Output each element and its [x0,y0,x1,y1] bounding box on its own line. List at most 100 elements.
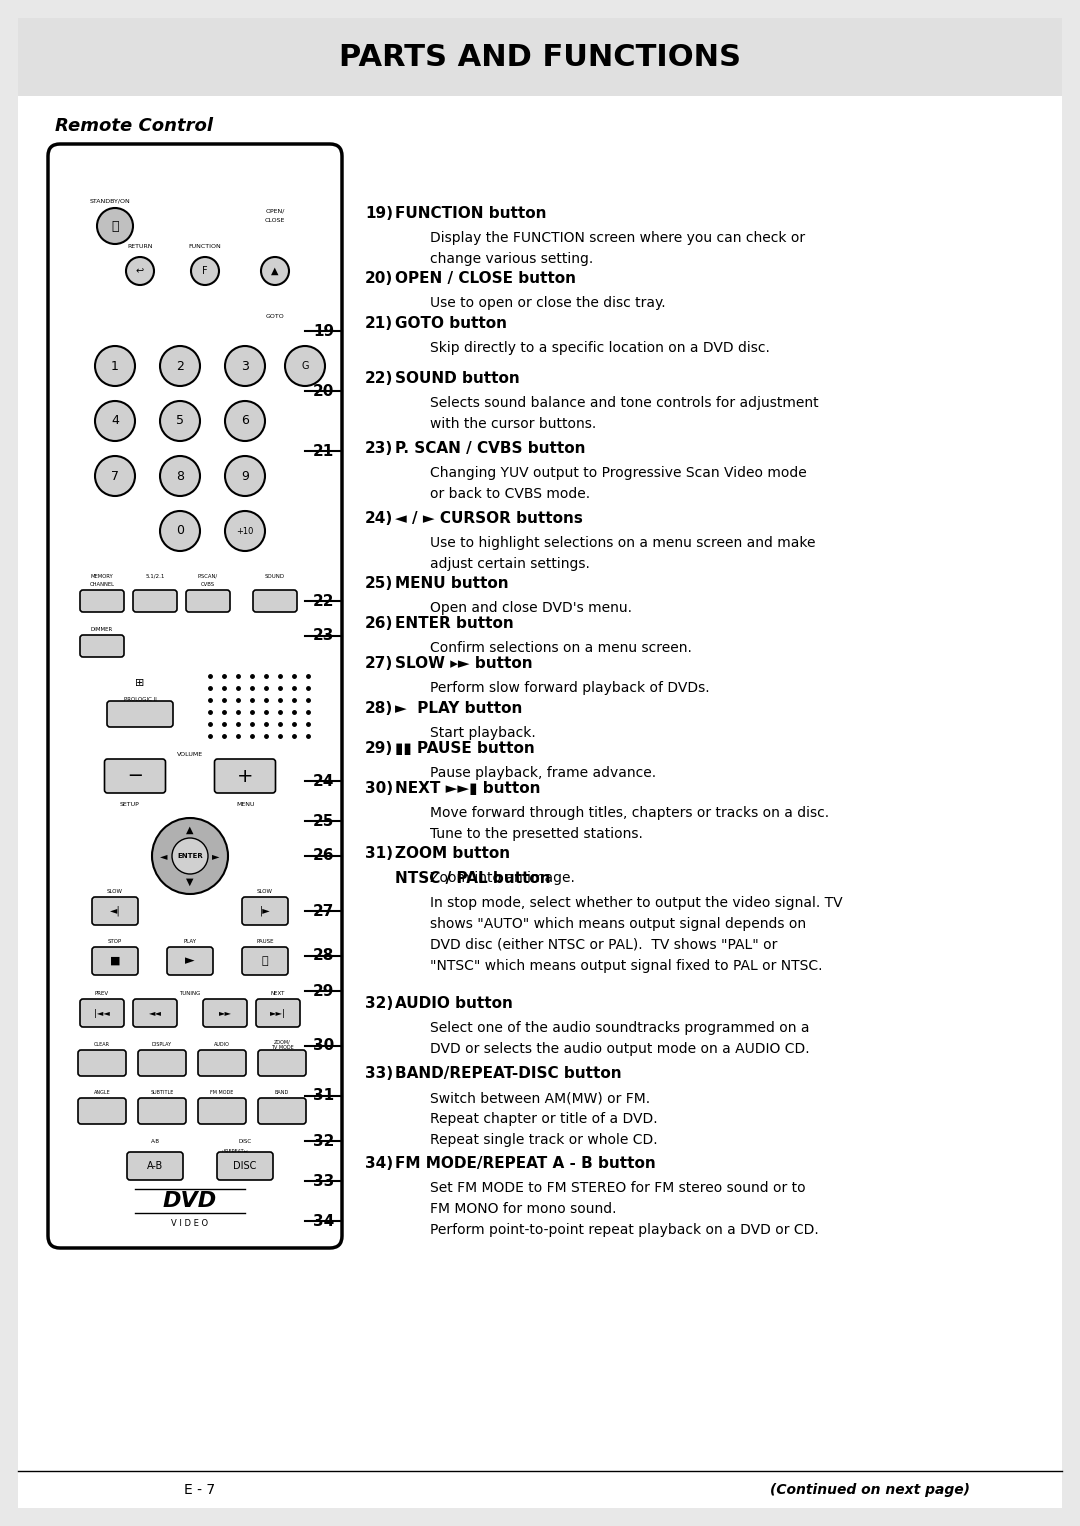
FancyBboxPatch shape [92,948,138,975]
Circle shape [172,838,208,874]
Text: Repeat single track or whole CD.: Repeat single track or whole CD. [430,1132,658,1148]
FancyBboxPatch shape [107,700,173,726]
Text: ⏸: ⏸ [261,955,268,966]
Text: ANGLE: ANGLE [94,1091,110,1096]
Text: ▮▮ PAUSE button: ▮▮ PAUSE button [395,742,535,755]
FancyBboxPatch shape [203,1000,247,1027]
Text: "NTSC" which means output signal fixed to PAL or NTSC.: "NTSC" which means output signal fixed t… [430,958,823,974]
Text: 25): 25) [365,575,393,591]
Text: 9: 9 [241,470,248,482]
Text: DISC: DISC [239,1138,252,1144]
Text: BAND/REPEAT-DISC button: BAND/REPEAT-DISC button [395,1067,622,1080]
Text: 19: 19 [313,324,334,339]
FancyBboxPatch shape [80,591,124,612]
FancyBboxPatch shape [242,948,288,975]
Text: 7: 7 [111,470,119,482]
Text: with the cursor buttons.: with the cursor buttons. [430,417,596,430]
Text: 21): 21) [365,316,393,331]
Text: SOUND button: SOUND button [395,371,519,386]
Text: ►►|: ►►| [270,1009,286,1018]
Text: Open and close DVD's menu.: Open and close DVD's menu. [430,601,632,615]
Text: Skip directly to a specific location on a DVD disc.: Skip directly to a specific location on … [430,340,770,356]
Text: Display the FUNCTION screen where you can check or: Display the FUNCTION screen where you ca… [430,230,805,246]
Text: 21: 21 [313,444,334,458]
Text: ZOOM button: ZOOM button [395,845,510,861]
Circle shape [191,256,219,285]
Circle shape [261,256,289,285]
Text: P.SCAN/: P.SCAN/ [198,574,218,578]
Circle shape [160,401,200,441]
Text: ►: ► [213,852,219,861]
Circle shape [152,818,228,894]
Text: TUNING: TUNING [179,990,201,996]
Text: ENTER: ENTER [177,853,203,859]
FancyBboxPatch shape [138,1050,186,1076]
Text: 32): 32) [365,996,393,1012]
Text: NTSC / PAL button: NTSC / PAL button [395,871,551,887]
Text: 5.1/2.1: 5.1/2.1 [146,574,164,578]
Text: MENU: MENU [237,803,255,807]
Circle shape [160,511,200,551]
Text: 25: 25 [313,813,335,829]
Text: 28): 28) [365,700,393,716]
Text: ⏻: ⏻ [111,220,119,232]
FancyBboxPatch shape [186,591,230,612]
Text: 23: 23 [313,629,335,644]
Text: PREV: PREV [95,990,109,996]
FancyBboxPatch shape [258,1099,306,1125]
Text: 20: 20 [313,383,335,398]
Text: AUDIO button: AUDIO button [395,996,513,1012]
Text: Start playback.: Start playback. [430,726,536,740]
Text: P. SCAN / CVBS button: P. SCAN / CVBS button [395,441,585,456]
Text: SLOW ▸► button: SLOW ▸► button [395,656,532,671]
Text: AUDIO: AUDIO [214,1042,230,1047]
Text: MENU button: MENU button [395,575,509,591]
Text: Changing YUV output to Progressive Scan Video mode: Changing YUV output to Progressive Scan … [430,465,807,481]
Text: |►: |► [259,906,270,916]
Text: CLOSE: CLOSE [265,218,285,223]
Text: FM MONO for mono sound.: FM MONO for mono sound. [430,1202,617,1216]
FancyBboxPatch shape [127,1152,183,1180]
Circle shape [160,346,200,386]
Text: ─: ─ [130,766,140,786]
Text: STOP: STOP [108,938,122,945]
Text: 8: 8 [176,470,184,482]
FancyBboxPatch shape [105,758,165,794]
Text: OPEN/: OPEN/ [266,209,285,214]
FancyBboxPatch shape [78,1099,126,1125]
Text: 28: 28 [313,949,335,963]
Text: 27: 27 [313,903,335,919]
FancyBboxPatch shape [138,1099,186,1125]
Text: 2: 2 [176,360,184,372]
Text: FM MODE: FM MODE [211,1091,233,1096]
Text: ►  PLAY button: ► PLAY button [395,700,523,716]
Text: Tune to the presetted stations.: Tune to the presetted stations. [430,827,643,841]
Text: VOLUME: VOLUME [177,752,203,757]
Text: GOTO: GOTO [266,313,284,319]
Circle shape [225,401,265,441]
Text: ↩: ↩ [136,266,144,276]
Text: (Continued on next page): (Continued on next page) [770,1483,970,1497]
Text: DISPLAY: DISPLAY [152,1042,172,1047]
Text: SUBTITLE: SUBTITLE [150,1091,174,1096]
Text: STANDBY/ON: STANDBY/ON [90,198,131,203]
Text: 22: 22 [313,594,335,609]
Text: F: F [202,266,207,276]
FancyBboxPatch shape [253,591,297,612]
Text: 33): 33) [365,1067,393,1080]
Text: adjust certain settings.: adjust certain settings. [430,557,590,571]
Text: NEXT: NEXT [271,990,285,996]
Text: Set FM MODE to FM STEREO for FM stereo sound or to: Set FM MODE to FM STEREO for FM stereo s… [430,1181,806,1195]
Text: 33: 33 [313,1173,334,1189]
FancyBboxPatch shape [80,1000,124,1027]
Text: Zoom into an image.: Zoom into an image. [430,871,575,885]
Text: RETURN: RETURN [127,244,152,249]
Text: ZOOM/
TV MODE: ZOOM/ TV MODE [271,1039,294,1050]
Text: DVD: DVD [163,1190,217,1212]
Text: OPEN / CLOSE button: OPEN / CLOSE button [395,272,576,285]
Text: 31: 31 [313,1088,334,1103]
Text: 23): 23) [365,441,393,456]
Circle shape [285,346,325,386]
FancyBboxPatch shape [258,1050,306,1076]
Text: DVD disc (either NTSC or PAL).  TV shows "PAL" or: DVD disc (either NTSC or PAL). TV shows … [430,938,778,952]
